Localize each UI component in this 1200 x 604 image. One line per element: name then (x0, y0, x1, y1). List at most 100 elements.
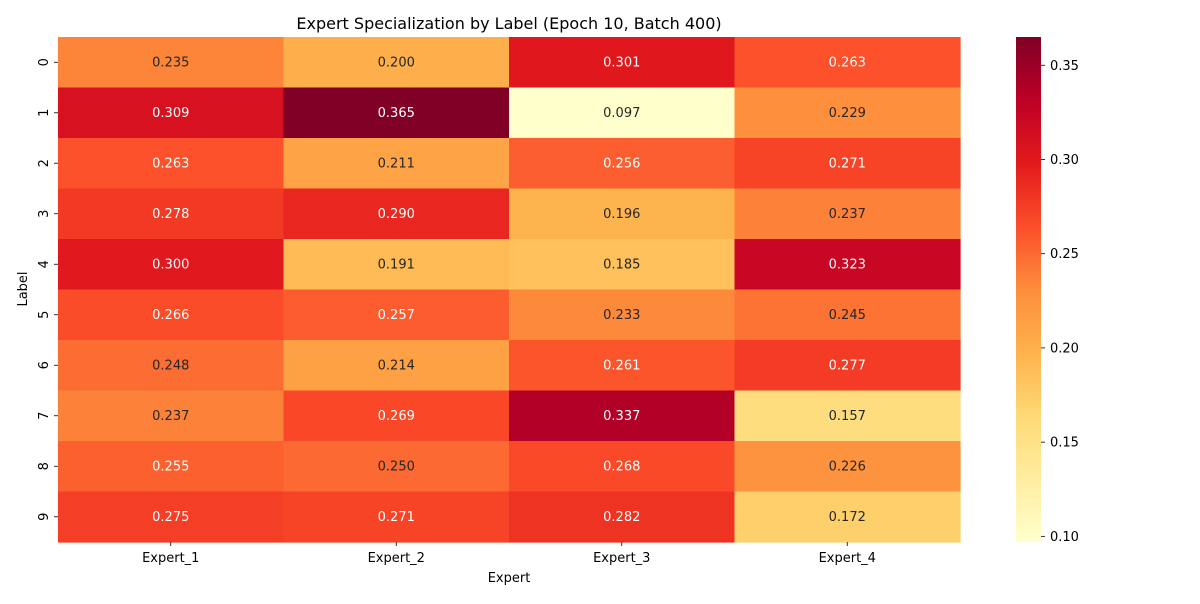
cell-value-label: 0.235 (152, 55, 189, 70)
cell-value-label: 0.191 (378, 257, 415, 272)
cell-value-label: 0.255 (152, 459, 189, 474)
cell-value-label: 0.271 (378, 510, 415, 525)
y-axis-label: Label (16, 271, 31, 306)
y-tick-label: 7 (37, 412, 52, 420)
y-axis: 0 1 2 3 4 5 6 7 8 9 (37, 58, 58, 521)
cell-value-label: 0.172 (829, 510, 866, 525)
cell-value-label: 0.365 (378, 106, 415, 121)
heatmap-cell (734, 239, 961, 291)
cell-value-label: 0.256 (603, 156, 640, 171)
x-tick-label: Expert_2 (368, 551, 425, 566)
cell-value-label: 0.263 (829, 55, 866, 70)
heatmap-cell (58, 87, 285, 139)
heatmap-cell (58, 239, 285, 291)
heatmap-cell (734, 188, 961, 240)
cell-value-label: 0.214 (378, 358, 415, 373)
heatmap-cell (58, 289, 285, 341)
colorbar-tick-label: 0.30 (1050, 153, 1079, 168)
cell-value-label: 0.226 (829, 459, 866, 474)
cell-value-label: 0.282 (603, 510, 640, 525)
heatmap-cell (509, 491, 736, 543)
cell-value-label: 0.337 (603, 409, 640, 424)
y-tick-label: 3 (37, 210, 52, 218)
cell-value-label: 0.211 (378, 156, 415, 171)
heatmap-cell (58, 188, 285, 240)
cell-value-label: 0.323 (829, 257, 866, 272)
x-tick-label: Expert_1 (142, 551, 199, 566)
cell-value-label: 0.268 (603, 459, 640, 474)
heatmap-cell (509, 390, 736, 442)
cell-value-label: 0.257 (378, 308, 415, 323)
cell-value-label: 0.097 (603, 106, 640, 121)
y-tick-label: 0 (37, 58, 52, 66)
colorbar-tick-label: 0.35 (1050, 59, 1079, 74)
cell-value-label: 0.269 (378, 409, 415, 424)
cell-value-label: 0.185 (603, 257, 640, 272)
heatmap-cell (509, 289, 736, 341)
cell-value-label: 0.229 (829, 106, 866, 121)
heatmap-cell (734, 390, 961, 442)
colorbar-tick-label: 0.15 (1050, 436, 1079, 451)
y-tick-label: 9 (37, 513, 52, 521)
heatmap-cell (283, 340, 510, 392)
heatmap-cell (734, 138, 961, 190)
heatmap-cell (58, 441, 285, 493)
heatmap-cell (283, 37, 510, 89)
x-axis: Expert_1 Expert_2 Expert_3 Expert_4 (142, 542, 876, 566)
heatmap-cell (734, 340, 961, 392)
heatmap-cell (509, 239, 736, 291)
colorbar: 0.10 0.15 0.20 0.25 0.30 0.35 (1016, 37, 1079, 545)
heatmap-cell (58, 37, 285, 89)
heatmap-cell (509, 188, 736, 240)
cell-value-label: 0.250 (378, 459, 415, 474)
cell-value-label: 0.233 (603, 308, 640, 323)
cell-value-label: 0.301 (603, 55, 640, 70)
heatmap-cell (283, 239, 510, 291)
heatmap-cell (509, 37, 736, 89)
heatmap-cell (283, 289, 510, 341)
heatmap-cell (58, 138, 285, 190)
colorbar-tick-label: 0.10 (1050, 530, 1079, 545)
y-tick-label: 8 (37, 462, 52, 470)
colorbar-tick-label: 0.25 (1050, 247, 1079, 262)
cell-value-label: 0.196 (603, 207, 640, 222)
colorbar-tick-label: 0.20 (1050, 341, 1079, 356)
y-tick-label: 1 (37, 109, 52, 117)
cell-value-label: 0.245 (829, 308, 866, 323)
cell-value-label: 0.266 (152, 308, 189, 323)
cell-value-label: 0.237 (152, 409, 189, 424)
cell-value-label: 0.290 (378, 207, 415, 222)
x-tick-label: Expert_3 (593, 551, 650, 566)
x-tick-label: Expert_4 (819, 551, 876, 566)
cell-value-label: 0.300 (152, 257, 189, 272)
heatmap-cells (58, 37, 961, 543)
x-axis-label: Expert (488, 571, 531, 586)
cell-value-label: 0.237 (829, 207, 866, 222)
y-tick-label: 6 (37, 361, 52, 369)
heatmap-cell (509, 441, 736, 493)
cell-value-label: 0.200 (378, 55, 415, 70)
heatmap-cell (283, 87, 510, 139)
heatmap-cell (58, 340, 285, 392)
colorbar-gradient (1016, 37, 1041, 542)
heatmap-cell (58, 491, 285, 543)
heatmap-cell (734, 37, 961, 89)
heatmap-cell (283, 188, 510, 240)
cell-value-label: 0.261 (603, 358, 640, 373)
heatmap-cell (509, 87, 736, 139)
cell-value-label: 0.278 (152, 207, 189, 222)
cell-value-label: 0.271 (829, 156, 866, 171)
y-tick-label: 4 (37, 260, 52, 268)
cell-value-label: 0.157 (829, 409, 866, 424)
heatmap-cell (283, 491, 510, 543)
heatmap-cell (734, 441, 961, 493)
heatmap-cell (283, 138, 510, 190)
heatmap-cell (734, 491, 961, 543)
cell-value-label: 0.248 (152, 358, 189, 373)
y-tick-label: 2 (37, 159, 52, 167)
cell-value-label: 0.275 (152, 510, 189, 525)
heatmap-cell (509, 138, 736, 190)
heatmap-cell (283, 441, 510, 493)
y-tick-label: 5 (37, 311, 52, 319)
